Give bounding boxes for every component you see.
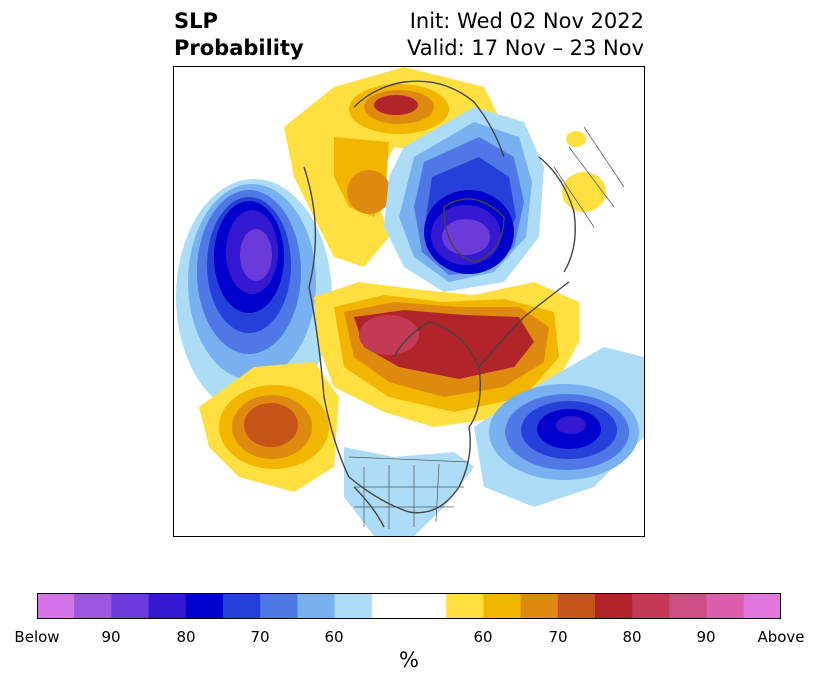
- colorbar-swatch: [297, 593, 336, 619]
- hudson-bay: [393, 321, 481, 428]
- colorbar-swatch: [111, 593, 150, 619]
- state-lines: [363, 463, 440, 529]
- colorbar-swatch: [446, 593, 484, 619]
- colorbar-swatch: [185, 593, 224, 619]
- atlantic-low-anomaly: [474, 347, 644, 507]
- contour-above-70: [347, 170, 391, 214]
- colorbar-border: [37, 593, 781, 619]
- colorbar-tick-6: 70: [548, 628, 568, 646]
- contour-below-90: [240, 229, 272, 281]
- colorbar-swatch: [371, 593, 410, 619]
- europe-borders: [553, 126, 625, 228]
- north-america-west-coast: [303, 166, 471, 514]
- colorbar-tick-4: 60: [324, 628, 344, 646]
- colorbar-tick-9: Above: [757, 628, 805, 646]
- us-low-anomaly: [344, 447, 474, 536]
- europe-high-patch: [562, 172, 606, 212]
- colorbar-swatch: [37, 593, 75, 619]
- us-canada-border: [348, 456, 470, 463]
- pacific-low-anomaly: [176, 179, 332, 415]
- contour-below-85c: [556, 416, 586, 434]
- colorbar-swatch: [520, 593, 559, 619]
- colorbar-swatch: [595, 593, 633, 619]
- colorbar-unit: %: [399, 648, 419, 672]
- colorbar-tick-5: 60: [473, 628, 493, 646]
- contour-above-90c: [359, 315, 419, 355]
- canada-high-anomaly: [314, 282, 579, 427]
- init-date: Init: Wed 02 Nov 2022: [409, 9, 644, 33]
- contour-above-75d: [244, 403, 298, 447]
- colorbar-swatch: [334, 593, 373, 619]
- colorbar-swatch: [483, 593, 522, 619]
- colorbar-tick-8: 90: [696, 628, 716, 646]
- chart-title: SLP Probability: [174, 8, 304, 62]
- colorbar-tick-0: Below: [14, 628, 60, 646]
- colorbar-swatch: [409, 593, 447, 619]
- colorbar-swatch: [632, 593, 670, 619]
- europe-coast: [538, 156, 576, 273]
- colorbar-tick-2: 80: [176, 628, 196, 646]
- scandinavia-high-patch: [566, 131, 586, 147]
- valid-range: Valid: 17 Nov – 23 Nov: [407, 36, 644, 60]
- coastlines: [303, 80, 576, 528]
- colorbar-swatch: [223, 593, 261, 619]
- state-lines-h: [354, 486, 464, 508]
- map-canvas: [176, 67, 644, 536]
- colorbar-tick-3: 70: [250, 628, 270, 646]
- borders: [348, 126, 625, 529]
- labrador-greenland: [478, 281, 570, 368]
- colorbar-swatch: [148, 593, 187, 619]
- title-line-1: SLP: [174, 9, 218, 33]
- colorbar-swatch: [557, 593, 596, 619]
- colorbar-swatch: [260, 593, 298, 619]
- contour-above-80: [374, 95, 418, 115]
- colorbar-swatches: [37, 593, 781, 619]
- probability-map: [173, 66, 645, 537]
- title-line-2: Probability: [174, 36, 304, 60]
- colorbar-tick-7: 80: [622, 628, 642, 646]
- colorbar: [37, 593, 781, 619]
- north-atlantic-high-anomaly: [284, 67, 504, 267]
- colorbar-tick-1: 90: [101, 628, 121, 646]
- east-pacific-high-anomaly: [199, 362, 339, 492]
- contour-above-60: [284, 67, 504, 267]
- contour-below-90b: [442, 219, 490, 255]
- colorbar-swatch: [669, 593, 708, 619]
- colorbar-swatch: [706, 593, 745, 619]
- colorbar-swatch: [743, 593, 781, 619]
- colorbar-swatch: [74, 593, 112, 619]
- siberia-coast: [353, 80, 505, 158]
- greenland: [443, 198, 505, 263]
- date-info: Init: Wed 02 Nov 2022 Valid: 17 Nov – 23…: [407, 8, 644, 62]
